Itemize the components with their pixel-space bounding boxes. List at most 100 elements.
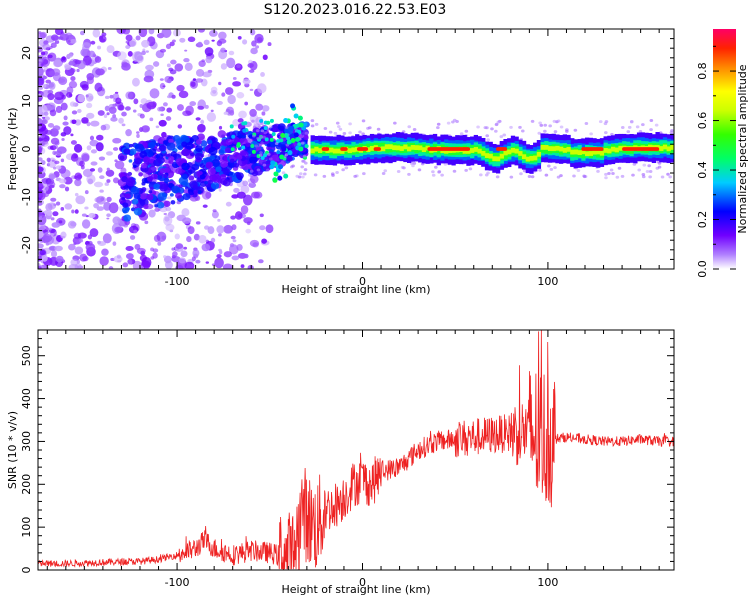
spectrum-blob [42,69,46,73]
spectrum-blob [132,109,137,113]
spectrum-blob [154,204,159,208]
spectrum-blob [240,264,245,269]
centerline-segment [603,148,608,153]
centerline-segment [381,146,386,152]
spectrum-blob [60,169,71,179]
spectrum-blob [77,108,82,114]
spectrum-blob [170,59,177,65]
centerline-peak [495,147,508,151]
spectrum-blob [144,220,149,225]
spectrum-blob [272,177,278,183]
spectrum-blob [195,259,201,264]
spectrum-blob [92,29,101,38]
spectrum-blob [106,45,115,54]
spectrum-blob [632,162,637,166]
spectrum-blob [236,154,243,160]
spectrum-blob [106,213,111,218]
spectrum-blob [89,135,95,141]
spectrum-blob [175,264,184,269]
spectrum-blob [236,243,243,251]
spectrum-blob [253,123,258,126]
spectrum-blob [171,185,180,194]
spectrum-blob [241,121,246,126]
centerline-segment [540,145,545,150]
spectrum-blob [262,135,266,139]
spectrum-blob [71,110,78,115]
spectrum-blob [268,125,273,129]
centerline-segment [588,151,593,156]
spectrum-blob [76,174,83,179]
spectrum-blob [265,168,270,172]
spectrum-blob [241,145,246,150]
spectrum-blob [159,183,168,192]
spectrum-blob [229,158,235,164]
spectrum-blob [98,156,106,161]
spectrum-blob [193,233,200,241]
spectrum-blob [159,82,166,90]
snr-frame [37,329,675,571]
centerline-segment [518,151,523,156]
spectrum-blob [293,132,299,138]
spectrum-blob [303,168,308,172]
spectrum-blob [260,129,265,133]
spectrum-blob [81,213,87,217]
spectrum-blob [67,53,73,58]
spectrum-blob [181,162,190,171]
spectrum-blob [195,78,204,83]
spectrum-blob [166,107,173,113]
spectrum-blob [301,159,305,163]
spectrum-blob [194,152,204,161]
spectrum-blob [79,253,88,262]
spectrum-blob [58,220,63,224]
spectrum-blob [165,206,172,212]
spectrum-blob [105,151,113,156]
spectrum-blob [45,79,51,84]
centerline-segment [399,146,404,151]
centerline-segment [507,149,512,155]
spectrum-blob [412,161,417,165]
spectrum-blob [149,186,154,191]
spectrum-blob [229,243,235,248]
spectrum-blob [259,135,264,139]
spectrum-blob [266,143,271,147]
spectrum-blob [135,35,141,41]
spectrum-blob [182,193,191,201]
spectrum-blob [509,175,514,179]
spectrum-blob [146,193,154,201]
spectrum-blob [86,73,95,81]
spectrum-blob [629,120,634,124]
spectrum-blob [38,93,42,97]
y-tick-label: -20 [20,236,33,254]
spectrum-blob [227,94,236,105]
spectrum-blob [180,250,188,258]
spectrum-blob [176,104,184,111]
spectrum-blob [184,261,195,269]
centerline-segment [659,146,664,151]
spectrum-blob [243,253,249,259]
spectrum-blob [604,176,608,180]
spectrum-blob [559,125,564,129]
spectrum-blob [218,125,223,130]
spectrum-blob [155,142,161,147]
spectrum-blob [225,87,234,95]
spectrum-blob [260,72,265,77]
spectrum-blob [122,202,129,208]
spectrum-blob [212,209,217,213]
spectrum-blob [181,141,188,147]
spectrum-blob [207,139,213,144]
spectrum-blob [145,50,149,53]
spectrum-blob [191,256,196,262]
spectrum-blob [396,170,401,174]
spectrum-blob [210,181,220,190]
spectrum-blob [553,130,558,134]
spectrum-blob [459,132,464,136]
spectrum-blob [48,173,56,180]
spectrum-blob [211,159,220,168]
spectrum-blob [108,106,117,114]
centerline-segment [492,156,497,162]
spectrum-blob [218,248,222,252]
centerline-peak [373,147,382,151]
spectrum-blob [240,184,250,194]
centerline-segment [596,149,601,155]
